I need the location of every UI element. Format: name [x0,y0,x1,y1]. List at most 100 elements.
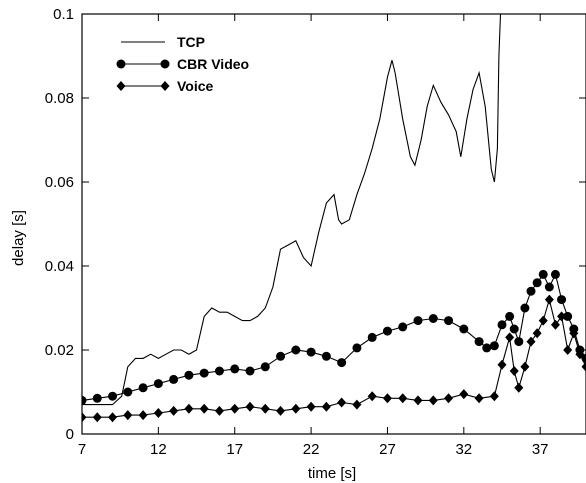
data-point [230,364,240,374]
y-axis-label: delay [s] [10,210,27,266]
x-tick-label: 12 [150,441,167,458]
data-point [581,361,586,372]
x-axis-label: time [s] [308,465,356,482]
data-point [260,403,270,414]
x-tick-label: 7 [78,441,86,458]
data-point [505,311,515,321]
data-point [291,403,301,414]
data-point [321,351,331,361]
data-point [245,401,255,412]
data-point [532,278,542,288]
data-point [169,374,179,384]
data-point [514,337,524,347]
data-point [123,410,133,421]
data-point [557,311,567,322]
data-point [544,294,554,305]
data-point [544,282,554,292]
data-point [413,316,423,326]
data-point [444,316,454,326]
axes: 7 12 17 22 27 32 37 0 0.02 0.04 0.06 0.08 0.1 [45,6,586,458]
data-point [520,361,530,372]
data-point [459,324,469,334]
data-point [184,403,194,414]
data-point [291,345,301,355]
x-tick-label: 17 [226,441,243,458]
data-point [138,383,148,393]
data-point [352,399,362,410]
legend-label: Voice [177,78,214,94]
legend-marker [116,81,126,91]
data-point [108,412,118,423]
data-point [575,349,585,360]
data-point [489,341,499,351]
y-tick-label: 0.1 [53,6,74,23]
data-point [526,286,536,296]
series-tcp [82,14,502,406]
x-tick-label: 37 [532,441,549,458]
data-point [489,391,499,402]
data-point [509,324,519,334]
data-point [563,345,573,355]
legend-item: CBR Video [116,56,249,72]
plot-frame [81,13,586,435]
x-tick-label: 27 [379,441,396,458]
data-point [306,401,316,412]
data-point [444,393,454,404]
data-point [526,336,536,347]
data-point [92,393,102,403]
data-point [474,337,484,347]
data-point [169,405,179,416]
data-point [138,410,148,421]
data-point [306,347,316,357]
data-point [214,366,224,376]
data-point [92,412,102,423]
data-point [108,391,118,401]
data-point [398,393,408,404]
data-point [352,343,362,353]
data-point [428,395,438,406]
data-point [514,382,524,393]
data-point [557,295,567,305]
series-line [82,14,502,406]
data-point [321,401,331,412]
data-point [153,408,163,418]
y-tick-label: 0 [66,426,74,443]
legend: TCP CBR Video Voice [116,34,249,94]
data-point [382,326,392,336]
data-point [382,393,392,404]
legend-marker [116,59,126,69]
data-point [184,370,194,380]
data-point [82,412,87,423]
data-point [497,359,507,370]
data-point [276,351,286,361]
data-point [199,368,209,378]
data-point [398,322,408,332]
series-layer [82,14,586,423]
data-point [367,332,377,342]
data-point [538,315,548,326]
y-tick-label: 0.02 [45,342,74,359]
y-tick-label: 0.06 [45,174,74,191]
data-point [245,366,255,376]
legend-item: TCP [121,34,205,50]
data-point [276,405,286,416]
data-point [367,391,377,402]
data-point [428,314,438,323]
data-point [230,403,240,414]
y-tick-label: 0.04 [45,258,74,275]
legend-label: CBR Video [177,56,249,72]
data-point [550,319,560,330]
data-point [199,403,209,414]
legend-item: Voice [116,78,214,94]
data-point [82,395,87,405]
data-point [550,269,560,279]
data-point [474,393,484,404]
data-point [214,405,224,416]
data-point [260,362,270,372]
data-point [413,395,423,406]
legend-label: TCP [177,34,205,50]
data-point [123,387,133,397]
series-voice [82,294,586,423]
data-point [520,303,530,313]
